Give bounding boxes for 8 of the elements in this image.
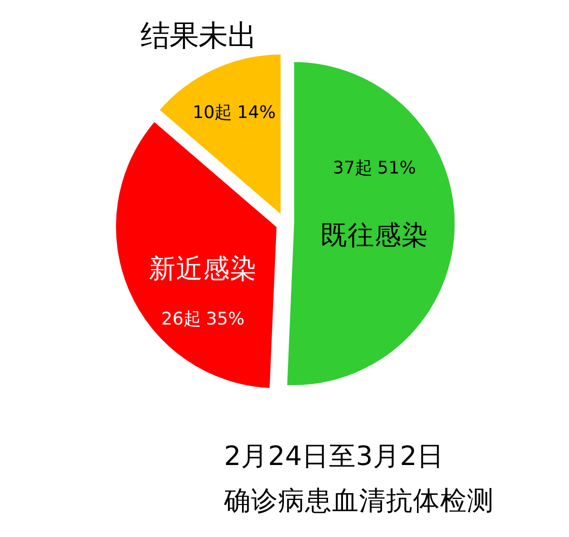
data-label: 37起 51% bbox=[332, 158, 416, 179]
text: 2月24日至3月2日 bbox=[224, 440, 444, 472]
text: 确诊病患血清抗体检测 bbox=[223, 486, 494, 517]
slice-label: 新近感染 bbox=[148, 253, 257, 284]
slice-label: 结果未出 bbox=[140, 18, 257, 53]
data-label: 10起 14% bbox=[192, 102, 276, 123]
slice-label: 既往感染 bbox=[320, 220, 428, 251]
data-label: 26起 35% bbox=[161, 310, 244, 330]
